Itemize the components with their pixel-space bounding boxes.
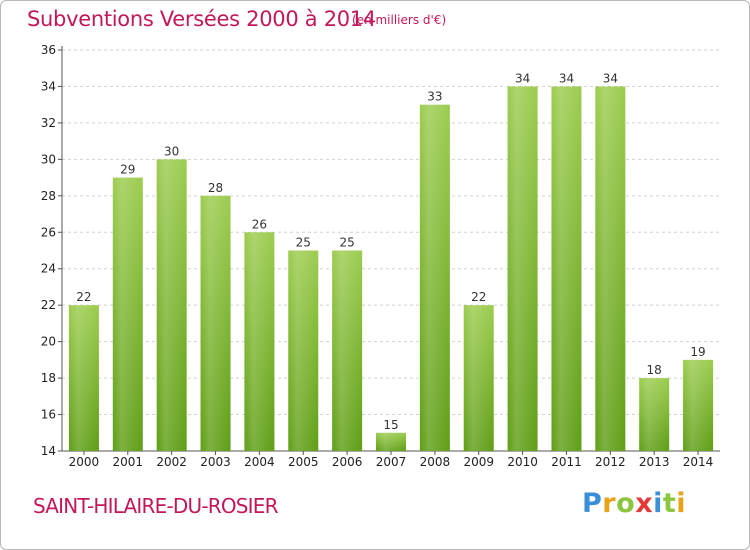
x-tick-label: 2007 <box>376 455 407 469</box>
labels: 2000 22 2001 29 2002 30 2003 28 2004 26 2005 25 2006… <box>69 71 714 469</box>
data-label: 34 <box>603 71 618 85</box>
bar-highlight <box>332 250 363 451</box>
proxiti-logo: Proxiti <box>582 488 686 519</box>
commune-name: SAINT-HILAIRE-DU-ROSIER <box>33 494 279 518</box>
y-tick-label: 30 <box>41 152 56 166</box>
data-label: 34 <box>559 71 574 85</box>
data-label: 34 <box>515 71 530 85</box>
logo-letter: o <box>616 488 636 519</box>
bar-highlight <box>419 104 450 451</box>
x-tick-label: 2003 <box>200 455 231 469</box>
bar-highlight <box>288 250 319 451</box>
x-tick-label: 2008 <box>420 455 451 469</box>
bar-highlight <box>463 305 494 451</box>
bar-highlight <box>376 432 406 451</box>
chart-title: Subventions Versées 2000 à 2014 <box>27 7 376 31</box>
x-tick-label: 2006 <box>332 455 363 469</box>
y-tick-label: 14 <box>41 444 56 458</box>
y-tick-label: 34 <box>41 79 56 93</box>
data-label: 15 <box>383 418 398 432</box>
data-label: 33 <box>427 90 442 104</box>
x-tick-label: 2002 <box>156 455 187 469</box>
y-tick-label: 36 <box>41 43 56 57</box>
logo-letter: r <box>602 488 617 519</box>
logo-letter: i <box>653 488 663 519</box>
bar-highlight <box>683 359 714 451</box>
x-tick-label: 2005 <box>288 455 319 469</box>
x-tick-label: 2009 <box>463 455 494 469</box>
y-tick-label: 24 <box>41 262 56 276</box>
y-tick-label: 26 <box>41 225 56 239</box>
x-tick-label: 2001 <box>113 455 144 469</box>
y-tick-label: 16 <box>41 408 56 422</box>
x-tick-label: 2004 <box>244 455 275 469</box>
data-label: 25 <box>296 236 311 250</box>
logo-letter: P <box>582 488 603 519</box>
y-tick-label: 22 <box>41 298 56 312</box>
data-label: 30 <box>164 144 179 158</box>
x-tick-label: 2012 <box>595 455 626 469</box>
data-label: 28 <box>208 181 223 195</box>
x-tick-label: 2013 <box>639 455 670 469</box>
bar-highlight <box>551 86 582 452</box>
data-label: 22 <box>471 290 486 304</box>
bar-highlight <box>507 86 538 452</box>
data-label: 29 <box>120 163 135 177</box>
bar-highlight <box>595 86 626 452</box>
data-label: 18 <box>647 363 662 377</box>
data-label: 25 <box>339 236 354 250</box>
y-tick-label: 32 <box>41 116 56 130</box>
bar-highlight <box>156 159 187 451</box>
bar-highlight <box>200 195 231 451</box>
data-label: 26 <box>252 217 267 231</box>
chart-subtitle: (en milliers d'€) <box>352 13 447 27</box>
bars <box>68 86 714 452</box>
x-tick-label: 2010 <box>507 455 538 469</box>
bar-highlight <box>68 305 99 451</box>
x-tick-label: 2014 <box>683 455 714 469</box>
bar-highlight <box>244 232 275 451</box>
bar-highlight <box>112 177 143 451</box>
y-tick-label: 18 <box>41 371 56 385</box>
logo-letter: i <box>676 488 687 519</box>
y-tick-label: 28 <box>41 189 56 203</box>
y-tick-label: 20 <box>41 335 56 349</box>
data-label: 19 <box>690 345 705 359</box>
data-label: 22 <box>76 290 91 304</box>
x-tick-label: 2011 <box>551 455 582 469</box>
logo-letter: t <box>662 488 677 519</box>
logo-letter: x <box>635 488 654 519</box>
x-tick-label: 2000 <box>69 455 100 469</box>
bar-highlight <box>639 378 670 451</box>
